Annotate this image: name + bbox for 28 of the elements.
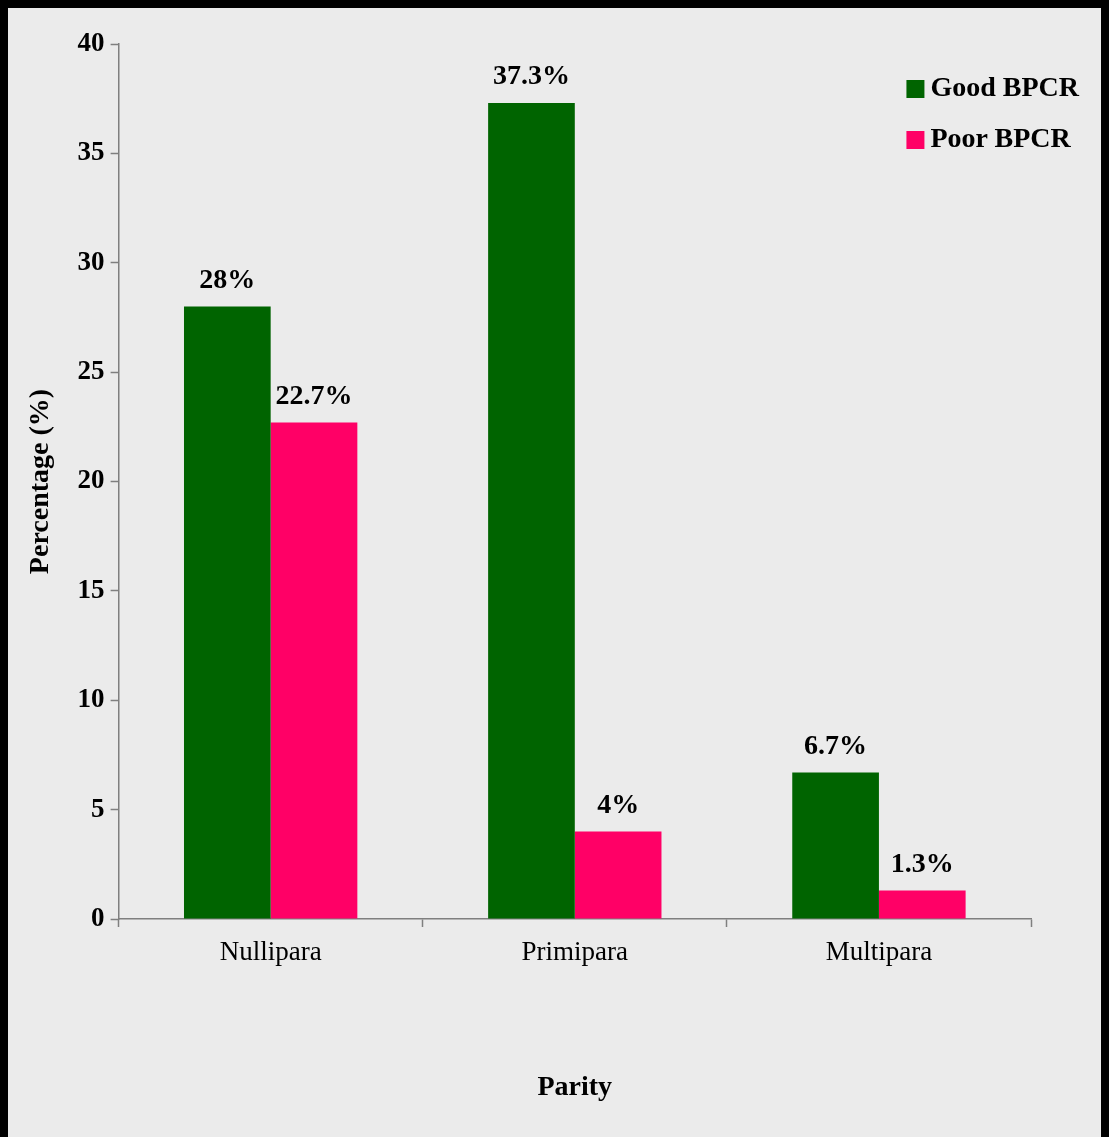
- data-label: 28%: [199, 262, 256, 294]
- y-tick-label: 10: [77, 683, 105, 714]
- y-tick-label: 5: [91, 792, 105, 823]
- x-tick-label: Multipara: [825, 936, 933, 967]
- data-label: 4%: [597, 787, 640, 819]
- legend-label: Poor BPCR: [930, 122, 1072, 154]
- bar: [878, 890, 966, 919]
- bar: [574, 831, 662, 919]
- y-tick-label: 30: [77, 245, 105, 276]
- y-tick-label: 0: [91, 901, 105, 932]
- x-tick-label: Primipara: [521, 936, 629, 967]
- y-axis-title: Percentage (%): [23, 388, 55, 575]
- y-tick-label: 35: [77, 136, 105, 167]
- data-label: 37.3%: [492, 59, 570, 91]
- data-label: 22.7%: [275, 378, 353, 410]
- y-tick-label: 15: [77, 573, 105, 604]
- y-tick-label: 20: [77, 464, 105, 495]
- y-tick-label: 25: [77, 355, 105, 386]
- data-label: 1.3%: [890, 846, 954, 878]
- x-tick-label: Nullipara: [219, 936, 322, 967]
- bar: [488, 103, 575, 919]
- legend-label: Good BPCR: [930, 71, 1080, 103]
- y-tick-label: 40: [77, 26, 105, 57]
- bar: [183, 306, 271, 919]
- x-axis-title: Parity: [537, 1070, 613, 1102]
- bar: [792, 772, 879, 919]
- bar: [270, 422, 358, 919]
- data-label: 6.7%: [804, 728, 868, 760]
